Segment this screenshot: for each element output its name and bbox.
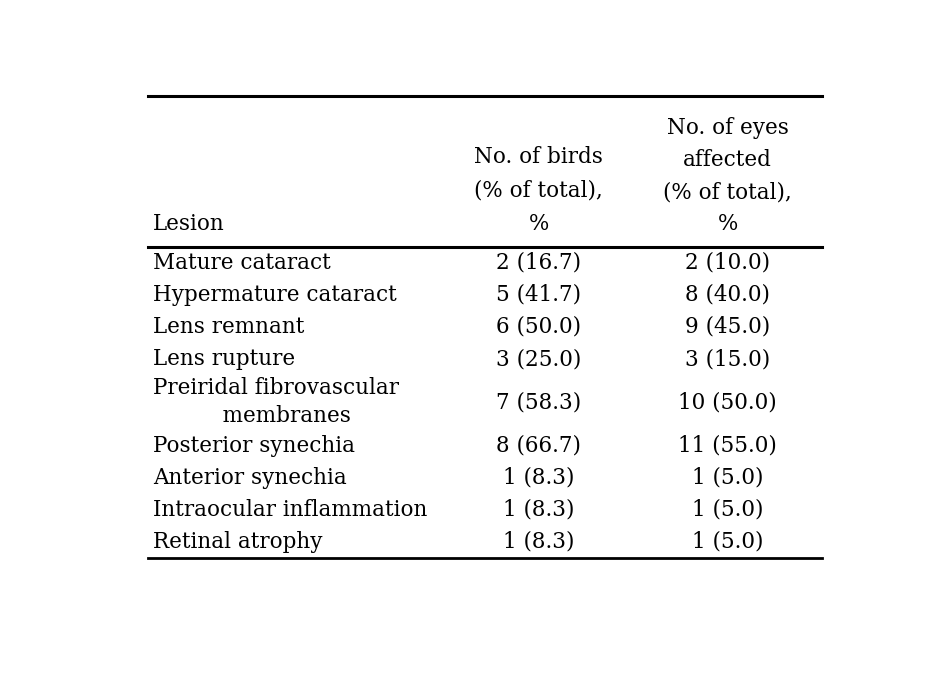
Text: 3 (25.0): 3 (25.0)	[496, 348, 582, 370]
Text: affected: affected	[683, 149, 772, 171]
Text: (% of total),: (% of total),	[663, 181, 792, 203]
Text: Anterior synechia: Anterior synechia	[153, 466, 347, 489]
Text: Hypermature cataract: Hypermature cataract	[153, 284, 396, 306]
Text: 9 (45.0): 9 (45.0)	[685, 316, 770, 338]
Text: No. of birds: No. of birds	[474, 146, 604, 168]
Text: Retinal atrophy: Retinal atrophy	[153, 531, 323, 553]
Text: 6 (50.0): 6 (50.0)	[497, 316, 582, 338]
Text: 1 (8.3): 1 (8.3)	[503, 531, 574, 553]
Text: Lesion: Lesion	[153, 213, 225, 235]
Text: Posterior synechia: Posterior synechia	[153, 435, 355, 456]
Text: (% of total),: (% of total),	[474, 180, 604, 201]
Text: %: %	[529, 213, 549, 235]
Text: No. of eyes: No. of eyes	[667, 117, 789, 139]
Text: Lens rupture: Lens rupture	[153, 348, 295, 370]
Text: Lens remnant: Lens remnant	[153, 316, 305, 338]
Text: 3 (15.0): 3 (15.0)	[685, 348, 770, 370]
Text: Mature cataract: Mature cataract	[153, 252, 331, 274]
Text: Intraocular inflammation: Intraocular inflammation	[153, 499, 428, 521]
Text: 1 (5.0): 1 (5.0)	[692, 531, 763, 553]
Text: 1 (5.0): 1 (5.0)	[692, 499, 763, 521]
Text: 5 (41.7): 5 (41.7)	[497, 284, 582, 306]
Text: 7 (58.3): 7 (58.3)	[496, 391, 582, 413]
Text: 10 (50.0): 10 (50.0)	[678, 391, 777, 413]
Text: Preiridal fibrovascular
   membranes: Preiridal fibrovascular membranes	[153, 378, 399, 427]
Text: %: %	[717, 213, 738, 235]
Text: 1 (8.3): 1 (8.3)	[503, 466, 574, 489]
Text: 2 (16.7): 2 (16.7)	[497, 252, 582, 274]
Text: 8 (66.7): 8 (66.7)	[497, 435, 581, 456]
Text: 1 (8.3): 1 (8.3)	[503, 499, 574, 521]
Text: 2 (10.0): 2 (10.0)	[685, 252, 770, 274]
Text: 1 (5.0): 1 (5.0)	[692, 466, 763, 489]
Text: 8 (40.0): 8 (40.0)	[685, 284, 770, 306]
Text: 11 (55.0): 11 (55.0)	[678, 435, 777, 456]
